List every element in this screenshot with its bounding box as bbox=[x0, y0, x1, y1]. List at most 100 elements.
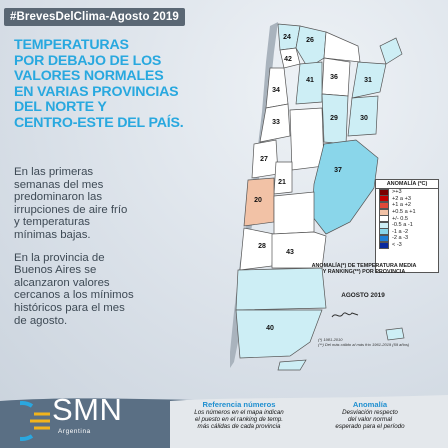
legend-row: -2 a -3 bbox=[376, 234, 438, 242]
ref-anomaly-title: Anomalía bbox=[352, 400, 388, 409]
province-sanluis bbox=[273, 161, 293, 195]
legend-label: -1 a -2 bbox=[392, 228, 409, 235]
rank-label: 21 bbox=[278, 179, 286, 186]
headline-line: TEMPERATURAS bbox=[14, 37, 129, 53]
province-buenosaires bbox=[311, 139, 379, 235]
ref-numbers: Referencia números Los números en el map… bbox=[180, 401, 298, 430]
legend-label: +1 a +2 bbox=[392, 202, 411, 209]
legend-row: +0.5 a +1 bbox=[376, 208, 438, 216]
legend-label: +/- 0.5 bbox=[392, 215, 409, 222]
argentina-anomaly-map: 24 26 42 41 36 34 31 33 29 30 27 37 20 2… bbox=[230, 22, 405, 371]
paragraph-1-line: mínimas bajas. bbox=[14, 228, 91, 241]
legend-row: +2 a +3 bbox=[376, 195, 438, 203]
rank-label: 43 bbox=[286, 249, 294, 256]
legend-label: +2 a +3 bbox=[392, 195, 411, 202]
rank-label: 28 bbox=[258, 243, 266, 250]
rank-label: 34 bbox=[272, 87, 280, 94]
spacer bbox=[14, 242, 164, 252]
legend-swatch bbox=[379, 234, 389, 242]
rank-label: 41 bbox=[306, 77, 314, 84]
ref-numbers-line: Los números en el mapa indican bbox=[194, 409, 284, 416]
rank-label: 26 bbox=[306, 37, 314, 44]
legend-title: ANOMALÍA (ºC) bbox=[376, 180, 438, 189]
anomaly-legend: ANOMALÍA (ºC) >+3 +2 a +3 +1 a +2 +0.5 a +1… bbox=[375, 179, 439, 273]
ref-anomaly-line: esperado para el período bbox=[335, 423, 405, 430]
headline-line: POR DEBAJO DE LOS bbox=[14, 52, 162, 69]
footnote-line: (**) Del más cálido al más frío 1961-201… bbox=[318, 342, 410, 347]
legend-label: >+3 bbox=[392, 189, 402, 196]
legend-row: -0.5 a -1 bbox=[376, 221, 438, 229]
footnote-line: (*) 1981-2010 bbox=[318, 337, 343, 342]
body-text: En las primeras semanas del mes predomin… bbox=[14, 166, 164, 327]
paragraph-1-line: y temperaturas bbox=[14, 216, 90, 229]
legend-swatch bbox=[379, 215, 389, 223]
legend-swatch bbox=[379, 228, 389, 236]
headline: TEMPERATURAS POR DEBAJO DE LOS VALORES N… bbox=[14, 37, 234, 132]
map-caption-line: Y RANKING(**) POR PROVINCIA bbox=[322, 269, 406, 276]
paragraph-1-line: irrupciones de aire frío bbox=[14, 203, 128, 216]
map-caption: ANOMALÍA(*) DE TEMPERATURA MEDIA Y RANKI… bbox=[290, 263, 438, 276]
headline-line: VALORES NORMALES bbox=[14, 68, 164, 85]
rank-label: 30 bbox=[360, 115, 368, 122]
ref-anomaly: Anomalía Desviación respecto del valor n… bbox=[320, 401, 420, 430]
legend-swatch bbox=[379, 221, 389, 229]
province-neuquen bbox=[239, 227, 275, 271]
ref-anomaly-line: Desviación respecto bbox=[342, 409, 398, 416]
province-corrientes bbox=[351, 61, 387, 99]
rank-label: 42 bbox=[284, 56, 292, 63]
paragraph-2-line: alcanzaron valores bbox=[14, 276, 110, 289]
rank-label: 29 bbox=[330, 115, 338, 122]
ref-anomaly-line: del valor normal bbox=[347, 416, 393, 423]
paragraph-1-line: semanas del mes bbox=[14, 178, 104, 191]
rank-label: 36 bbox=[330, 74, 338, 81]
rank-label: 40 bbox=[266, 325, 274, 332]
legend-swatch bbox=[379, 241, 389, 249]
rank-label: 24 bbox=[283, 34, 291, 41]
legend-label: -0.5 a -1 bbox=[392, 222, 413, 229]
legend-swatch bbox=[379, 188, 389, 196]
legend-label: +0.5 a +1 bbox=[392, 209, 416, 216]
province-santacruz bbox=[235, 309, 323, 359]
legend-label: < -3 bbox=[392, 242, 402, 249]
legend-swatch bbox=[379, 195, 389, 203]
map-footnote: (*) 1981-2010 (**) Del más cálido al más… bbox=[318, 337, 443, 347]
logo-name: SMN bbox=[52, 392, 123, 427]
province-misiones bbox=[379, 37, 403, 65]
legend-row: -1 a -2 bbox=[376, 228, 438, 236]
logo-subtitle: Argentina bbox=[58, 428, 91, 435]
paragraph-2-line: de agosto. bbox=[14, 314, 68, 327]
paragraph-2-line: Buenos Aires se bbox=[14, 264, 97, 277]
province-rionegro bbox=[271, 231, 327, 269]
ref-numbers-line: más cálidas de cada provincia bbox=[197, 423, 281, 430]
rank-label: 37 bbox=[334, 167, 342, 174]
smn-logo-icon bbox=[20, 401, 50, 441]
map-caption-line: ANOMALÍA(*) DE TEMPERATURA MEDIA bbox=[311, 263, 417, 269]
hashtag-badge: #BrevesDelClima-Agosto 2019 bbox=[4, 8, 185, 26]
paragraph-1-line: En las primeras bbox=[14, 166, 94, 178]
province-formosa bbox=[323, 31, 361, 63]
ref-numbers-title: Referencia números bbox=[202, 400, 276, 409]
province-lapampa bbox=[273, 191, 315, 235]
rank-label: 33 bbox=[272, 119, 280, 126]
province-entrerios bbox=[347, 95, 379, 137]
paragraph-2-line: En la provincia de bbox=[14, 251, 105, 264]
legend-swatch bbox=[379, 201, 389, 209]
map-date: AGOSTO 2019 bbox=[341, 292, 385, 299]
legend-swatch bbox=[379, 208, 389, 216]
province-tierradelfuego bbox=[277, 359, 307, 371]
paragraph-2-line: cercanos a los mínimos bbox=[14, 289, 134, 302]
legend-label: -2 a -3 bbox=[392, 235, 409, 242]
rank-label: 20 bbox=[254, 197, 262, 204]
headline-line: CENTRO-ESTE DEL PAÍS. bbox=[14, 114, 184, 131]
province-larioja bbox=[259, 103, 291, 143]
rank-label: 31 bbox=[364, 77, 372, 84]
paragraph-2-line: históricos para el mes bbox=[14, 301, 125, 314]
legend-row: < -3 bbox=[376, 241, 438, 249]
ref-numbers-line: el puesto en el ranking de temp. bbox=[194, 416, 284, 423]
malvinas-islands bbox=[385, 327, 405, 341]
province-cordoba bbox=[289, 107, 325, 171]
footer-band bbox=[0, 395, 448, 448]
legend-row: +/- 0.5 bbox=[376, 215, 438, 223]
province-chubut bbox=[235, 267, 327, 311]
paragraph-1-line: predominaron las bbox=[14, 191, 103, 204]
